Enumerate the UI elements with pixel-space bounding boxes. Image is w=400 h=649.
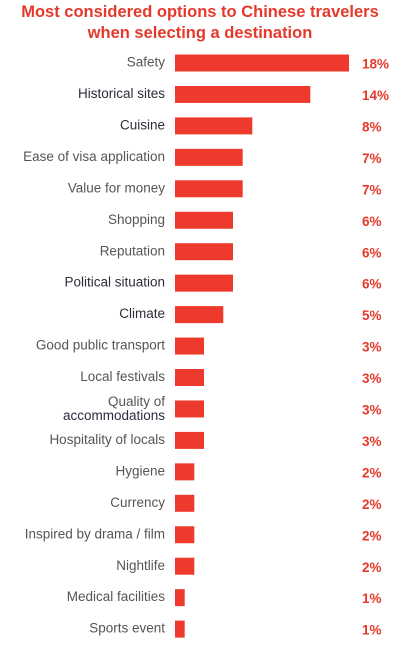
value-label: 3% <box>362 371 382 386</box>
bar <box>175 431 204 449</box>
bar <box>175 337 204 355</box>
category-label: Sports event <box>89 621 165 636</box>
value-label: 1% <box>362 591 382 606</box>
category-label: Historical sites <box>78 86 165 101</box>
bar <box>175 463 195 481</box>
bar <box>175 306 224 324</box>
value-label: 14% <box>362 88 389 103</box>
bar <box>175 211 233 229</box>
category-label: Nightlife <box>116 558 165 573</box>
value-label: 3% <box>362 340 382 355</box>
category-label: Reputation <box>100 243 165 258</box>
value-label: 6% <box>362 277 382 292</box>
category-label: Medical facilities <box>67 589 166 604</box>
category-label: Inspired by drama / film <box>25 526 165 541</box>
bar <box>175 620 185 638</box>
bar <box>175 494 195 512</box>
value-label: 2% <box>362 560 382 575</box>
bar <box>175 274 233 292</box>
bar <box>175 589 185 607</box>
value-label: 2% <box>362 528 382 543</box>
bar <box>175 117 253 135</box>
category-label: Local festivals <box>80 369 165 384</box>
bar <box>175 369 204 386</box>
category-label: Value for money <box>68 180 166 195</box>
category-label: Hospitality of locals <box>49 432 165 447</box>
value-label: 6% <box>362 214 382 229</box>
category-label: Quality of accommodations <box>63 394 165 423</box>
category-label: Political situation <box>64 275 165 290</box>
bar <box>175 180 243 198</box>
category-label: Currency <box>110 495 165 510</box>
value-label: 5% <box>362 308 382 323</box>
bar <box>175 85 311 103</box>
category-label: Hygiene <box>115 463 165 478</box>
value-label: 7% <box>362 182 382 197</box>
category-label: Cuisine <box>120 117 165 132</box>
value-label: 3% <box>362 403 382 418</box>
category-label: Ease of visa application <box>23 149 165 164</box>
bar <box>175 148 243 166</box>
value-label: 7% <box>362 151 382 166</box>
value-label: 2% <box>362 465 382 480</box>
category-label: Shopping <box>108 212 165 227</box>
value-label: 3% <box>362 434 382 449</box>
value-label: 6% <box>362 245 382 260</box>
value-label: 1% <box>362 623 382 638</box>
bar <box>175 243 233 261</box>
category-label: Climate <box>119 306 165 321</box>
value-label: 18% <box>362 57 389 72</box>
bar <box>175 400 204 418</box>
category-label: Safety <box>127 55 166 70</box>
chart-title-line-1: Most considered options to Chinese trave… <box>21 3 379 21</box>
category-label: Good public transport <box>36 338 165 353</box>
value-label: 2% <box>362 497 382 512</box>
bar <box>175 54 349 72</box>
bar <box>175 526 195 544</box>
chart-title: Most considered options to Chinese trave… <box>0 2 400 44</box>
chart-title-line-2: when selecting a destination <box>87 24 313 42</box>
value-label: 8% <box>362 119 382 134</box>
bar <box>175 557 195 575</box>
